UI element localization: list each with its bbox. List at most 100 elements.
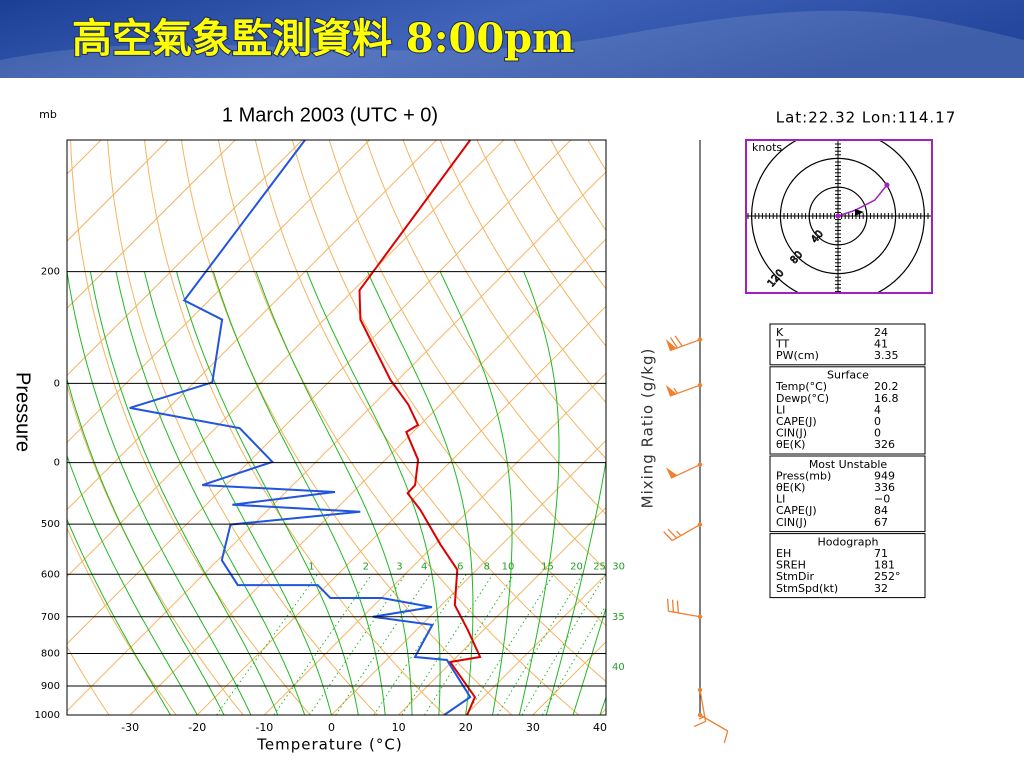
dewpoint-profile: [129, 140, 472, 715]
y-tick-label: 600: [41, 569, 60, 580]
barb-feather: [663, 531, 673, 542]
isotherm: [196, 305, 606, 715]
dry-adiabat: [70, 140, 311, 715]
index-label: θE(K): [776, 481, 805, 494]
index-section-title: Hodograph: [818, 535, 879, 548]
temperature-profile: [358, 140, 482, 715]
dry-adiabat: [328, 140, 606, 571]
dry-adiabat: [402, 140, 606, 460]
x-tick-label: -10: [255, 721, 273, 734]
mixing-ratio-label: 1: [308, 561, 314, 572]
isotherm: [67, 140, 370, 444]
dry-adiabat: [291, 140, 606, 627]
barb-half: [673, 387, 678, 394]
index-label: LI: [776, 493, 785, 506]
mixing-ratio-label: 6: [457, 561, 463, 572]
index-label: EH: [776, 547, 791, 560]
y-axis-label: Pressure: [12, 372, 34, 452]
barb-feather: [667, 528, 678, 539]
isotherm: [67, 140, 169, 242]
dry-adiabat: [180, 140, 513, 715]
dry-adiabat: [513, 140, 606, 290]
mixing-ratio-label: 8: [484, 561, 490, 572]
barb-shaft: [670, 464, 701, 479]
y-tick-label: 1000: [35, 710, 60, 721]
slide-title: 高空氣象監測資料 8:00pm: [72, 15, 574, 62]
barb-shaft: [671, 524, 701, 542]
y-tick-label: 900: [41, 681, 60, 692]
index-value: 949: [874, 469, 895, 482]
wind-barb: [665, 335, 703, 352]
y-tick-label: 0: [54, 378, 60, 389]
moist-adiabat-label: 35: [612, 612, 625, 623]
mixing-ratio-label: 30: [612, 561, 625, 572]
isotherm: [67, 140, 437, 511]
dry-adiabat: [107, 140, 378, 715]
barb-dot: [697, 382, 703, 388]
station-location: Lat:22.32 Lon:114.17: [776, 109, 957, 127]
index-label: LI: [776, 403, 785, 416]
index-box: [769, 323, 926, 366]
wind-barb: [666, 598, 703, 619]
barb-dot: [697, 687, 703, 693]
hodo-trace: [837, 184, 888, 217]
index-label: Press(mb): [776, 469, 831, 482]
hodo-point: [884, 182, 890, 188]
index-label: StmDir: [776, 570, 815, 583]
hodo-ring-label: 80: [789, 249, 806, 266]
index-label: CAPE(J): [776, 415, 817, 428]
isotherm: [67, 140, 572, 645]
barb-pennant: [665, 339, 677, 351]
index-label: StmSpd(kt): [776, 582, 838, 595]
isotherm: [67, 140, 236, 309]
index-value: 326: [874, 438, 895, 451]
dry-adiabat: [67, 645, 110, 715]
chart-subtitle: 1 March 2003 (UTC + 0): [222, 104, 438, 126]
index-value: 84: [874, 504, 888, 517]
wind-barb: [665, 382, 703, 397]
index-box: [769, 455, 926, 533]
x-tick-label: 10: [392, 721, 406, 734]
index-value: 3.35: [874, 349, 899, 362]
barb-half: [676, 530, 682, 537]
index-label: TT: [775, 337, 790, 350]
hodo-ring: [751, 140, 925, 293]
isotherm: [465, 574, 606, 715]
index-value: 181: [874, 559, 895, 572]
barb-pennant: [665, 384, 677, 397]
index-label: Dewp(°C): [776, 392, 829, 405]
moist-adiabat: [572, 606, 606, 715]
moist-adiabat: [255, 271, 413, 715]
barb-shaft: [668, 610, 701, 618]
hodo-ring: [808, 186, 868, 246]
mixing-ratio-label: 15: [541, 561, 554, 572]
hodo-point: [835, 213, 841, 219]
barb-shaft: [699, 714, 729, 732]
isotherm: [398, 506, 606, 715]
barb-feather: [723, 730, 729, 744]
header-wave: [0, 10, 1024, 78]
mixing-ratio-label: Mixing Ratio (g/kg): [639, 348, 657, 509]
wind-barb: [697, 712, 729, 744]
index-value: 4: [874, 403, 881, 416]
barb-dot: [697, 522, 703, 527]
header-band: [0, 0, 1024, 78]
index-value: 41: [874, 337, 888, 350]
x-tick-label: 40: [593, 721, 607, 734]
hodo-ring-label: 40: [809, 229, 826, 246]
mixing-ratio-line: [401, 574, 494, 715]
index-label: PW(cm): [776, 349, 819, 362]
storm-motion-arrow: [855, 209, 864, 216]
index-value: 16.8: [874, 392, 899, 405]
dry-adiabat: [254, 140, 606, 683]
index-value: 252°: [874, 570, 901, 583]
barb-shaft: [699, 689, 707, 722]
index-value: 24: [874, 326, 888, 339]
index-box: [769, 533, 926, 599]
mixing-ratio-line: [273, 574, 373, 715]
index-value: 67: [874, 516, 888, 529]
barb-feather: [674, 335, 683, 347]
moist-adiabat: [212, 271, 386, 715]
